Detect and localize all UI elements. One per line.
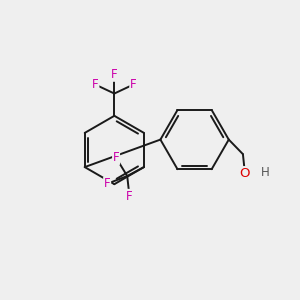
Text: F: F [126, 190, 133, 202]
Text: F: F [104, 177, 110, 190]
Text: F: F [113, 151, 119, 164]
Text: O: O [240, 167, 250, 180]
Text: F: F [111, 68, 118, 81]
Text: F: F [92, 78, 99, 91]
Text: H: H [261, 166, 270, 179]
Text: F: F [130, 78, 136, 91]
